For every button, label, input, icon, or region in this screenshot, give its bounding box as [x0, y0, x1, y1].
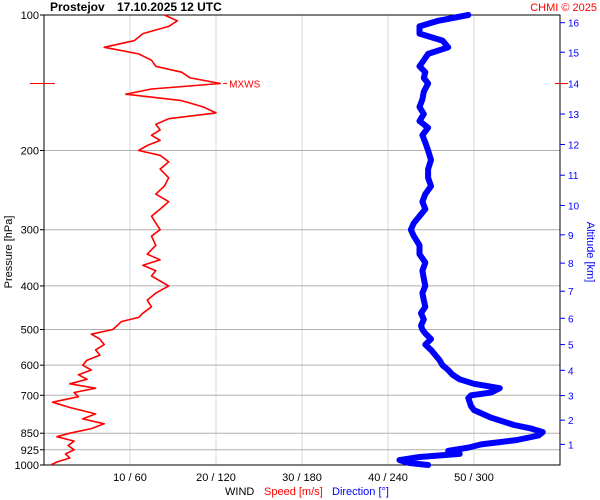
sounding-datetime: 17.10.2025 12 UTC	[117, 0, 222, 14]
altitude-tick-label: 13	[568, 110, 580, 121]
altitude-tick-label: 10	[568, 201, 580, 212]
x-tick-label: 30 / 180	[282, 472, 322, 484]
pressure-tick-label: 300	[21, 225, 39, 237]
x-axis-label-speed: Speed [m/s]	[264, 486, 323, 498]
grid-lines	[40, 14, 565, 466]
x-axis-label-direction: Direction [°]	[332, 486, 389, 498]
pressure-tick-label: 1000	[15, 460, 39, 472]
x-tick-label: 10 / 60	[113, 472, 147, 484]
x-axis-label: WIND Speed [m/s] Direction [°]	[225, 486, 389, 498]
altitude-tick-label: 15	[568, 48, 580, 59]
pressure-tick-label: 600	[21, 360, 39, 372]
direction-series-line	[396, 12, 546, 468]
altitude-tick-label: 14	[568, 80, 580, 91]
altitude-tick-label: 6	[568, 314, 574, 325]
pressure-tick-label: 700	[21, 390, 39, 402]
altitude-tick-label: 4	[568, 366, 574, 377]
pressure-tick-label: 200	[21, 145, 39, 157]
altitude-tick-label: 5	[568, 341, 574, 352]
y2-axis-label: Altitude [km]	[584, 222, 596, 283]
altitude-tick-label: 3	[568, 392, 574, 403]
altitude-tick-label: 11	[568, 171, 579, 182]
altitude-tick-label: 8	[568, 259, 574, 270]
pressure-tick-label: 925	[21, 445, 39, 457]
plot-frame	[43, 14, 561, 466]
speed-series-line	[50, 14, 222, 466]
max-wind-label: MXWS	[229, 80, 260, 91]
altitude-tick-label: 2	[568, 416, 574, 427]
x-tick-label: 20 / 120	[196, 472, 236, 484]
series-layer	[50, 12, 546, 468]
altitude-tick-label: 16	[568, 19, 580, 30]
x-tick-label: 50 / 300	[454, 472, 494, 484]
pressure-tick-label: 100	[21, 10, 39, 22]
label-layer: 10 / 60 20 / 120 30 / 180 40 / 240 50 / 300 1…	[15, 10, 580, 484]
pressure-tick-label: 850	[21, 428, 39, 440]
x-tick-label: 40 / 240	[368, 472, 408, 484]
pressure-tick-label: 400	[21, 281, 39, 293]
altitude-tick-label: 1	[568, 440, 574, 451]
credit-label: CHMI © 2025	[530, 2, 597, 14]
x-axis-label-prefix: WIND	[225, 486, 254, 498]
altitude-tick-label: 7	[568, 287, 574, 298]
pressure-tick-label: 500	[21, 325, 39, 337]
altitude-tick-label: 12	[568, 141, 580, 152]
station-name: Prostejov	[50, 0, 105, 14]
altitude-tick-label: 9	[568, 231, 574, 242]
y-axis-label: Pressure [hPa]	[3, 216, 15, 289]
